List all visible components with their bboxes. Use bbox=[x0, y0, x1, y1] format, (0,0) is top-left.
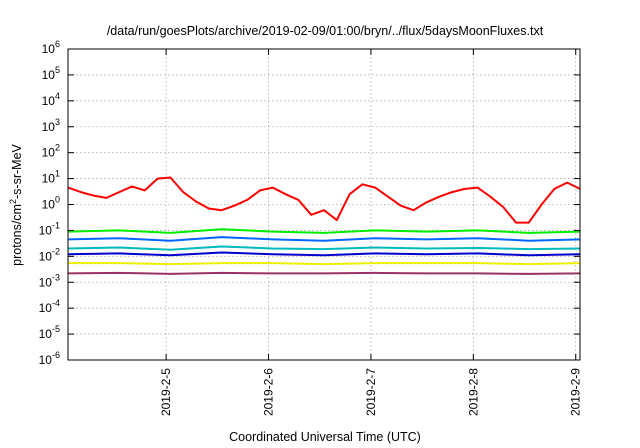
y-tick-base: 10 bbox=[39, 301, 53, 315]
y-tick-base: 10 bbox=[42, 42, 56, 56]
y-tick-label: 106 bbox=[42, 39, 60, 56]
y-tick-exp: -5 bbox=[52, 324, 60, 334]
y-tick-label: 10-1 bbox=[39, 220, 60, 237]
x-tick-label: 2019-2-6 bbox=[262, 368, 276, 416]
x-axis-label: Coordinated Universal Time (UTC) bbox=[229, 430, 421, 444]
tick-layer: 10-610-510-410-310-210-11001011021031041… bbox=[39, 39, 583, 416]
y-tick-label: 10-3 bbox=[39, 272, 60, 289]
y-tick-exp: -6 bbox=[52, 350, 60, 360]
y-tick-base: 10 bbox=[42, 198, 56, 212]
series-line bbox=[67, 176, 581, 224]
x-tick-label: 2019-2-9 bbox=[569, 368, 583, 416]
y-tick-base: 10 bbox=[42, 68, 56, 82]
y-tick-label: 102 bbox=[42, 143, 60, 160]
y-tick-base: 10 bbox=[42, 120, 56, 134]
y-tick-exp: -1 bbox=[52, 220, 60, 230]
y-tick-base: 10 bbox=[39, 275, 53, 289]
y-tick-label: 10-2 bbox=[39, 246, 60, 263]
y-tick-base: 10 bbox=[42, 172, 56, 186]
y-axis-label-sup: 2 bbox=[8, 199, 18, 204]
y-tick-base: 10 bbox=[42, 146, 56, 160]
y-tick-exp: -3 bbox=[52, 272, 60, 282]
y-tick-label: 10-6 bbox=[39, 350, 60, 367]
series-line bbox=[67, 245, 581, 251]
y-tick-label: 10-4 bbox=[39, 298, 60, 315]
y-tick-base: 10 bbox=[39, 223, 53, 237]
y-tick-exp: -4 bbox=[52, 298, 60, 308]
y-axis-label-suffix: -s-sr-MeV bbox=[10, 143, 24, 199]
y-tick-label: 103 bbox=[42, 117, 60, 134]
x-tick-label: 2019-2-8 bbox=[466, 368, 480, 416]
y-axis-label: protons/cm2-s-sr-MeV bbox=[8, 143, 24, 265]
x-tick-label: 2019-2-7 bbox=[364, 368, 378, 416]
y-tick-exp: -2 bbox=[52, 246, 60, 256]
x-tick-label: 2019-2-5 bbox=[159, 368, 173, 416]
series-line bbox=[67, 251, 581, 257]
y-tick-label: 104 bbox=[42, 91, 60, 108]
y-tick-base: 10 bbox=[42, 94, 56, 108]
series-line bbox=[67, 228, 581, 234]
y-tick-exp: 4 bbox=[55, 91, 60, 101]
series-line bbox=[68, 262, 581, 266]
y-tick-exp: 0 bbox=[55, 195, 60, 205]
y-tick-label: 100 bbox=[42, 195, 60, 212]
y-tick-exp: 5 bbox=[55, 65, 60, 75]
y-tick-label: 101 bbox=[42, 169, 60, 186]
y-tick-label: 10-5 bbox=[39, 324, 60, 341]
y-tick-exp: 3 bbox=[55, 117, 60, 127]
y-tick-exp: 2 bbox=[55, 143, 60, 153]
y-tick-base: 10 bbox=[39, 249, 53, 263]
y-tick-exp: 6 bbox=[55, 39, 60, 49]
series-line bbox=[67, 271, 581, 275]
y-axis-label-prefix: protons/cm bbox=[10, 204, 24, 266]
y-tick-base: 10 bbox=[39, 327, 53, 341]
grid-layer bbox=[68, 49, 580, 360]
y-tick-exp: 1 bbox=[55, 169, 60, 179]
y-tick-base: 10 bbox=[39, 353, 53, 367]
series-layer bbox=[67, 176, 581, 275]
y-tick-label: 105 bbox=[42, 65, 60, 82]
series-line bbox=[67, 236, 581, 242]
chart-title: /data/run/goesPlots/archive/2019-02-09/0… bbox=[107, 24, 544, 38]
